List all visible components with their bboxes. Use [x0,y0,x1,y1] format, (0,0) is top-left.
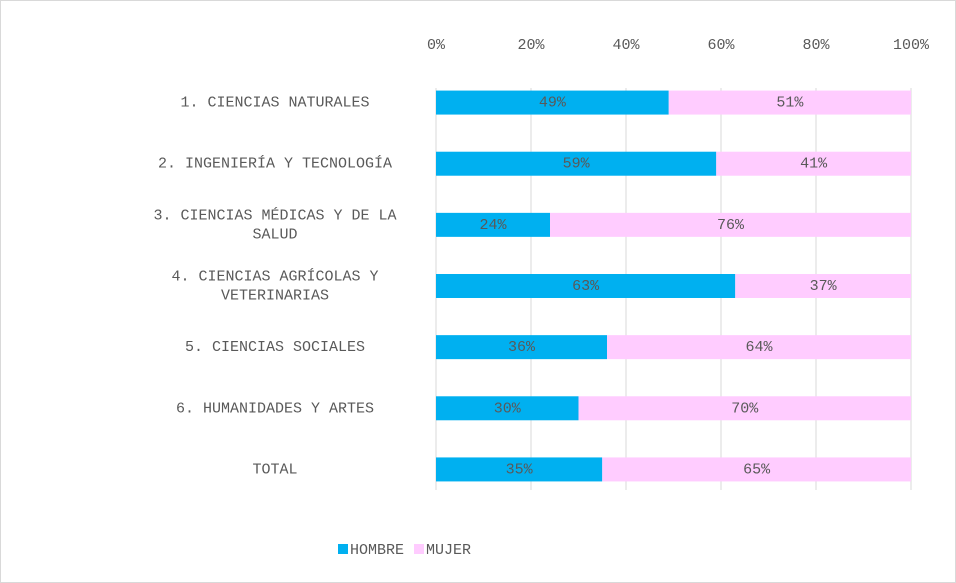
x-tick-label: 100% [893,37,930,54]
bar-segment [436,335,607,360]
data-label: 65% [743,461,771,478]
y-tick-label: 5. CIENCIAS SOCIALES [185,339,365,356]
data-label: 70% [731,400,759,417]
x-tick-label: 40% [612,37,640,54]
x-tick-label: 80% [802,37,830,54]
bar-segment [735,274,911,298]
legend-swatch [338,544,348,554]
data-label: 51% [776,95,804,112]
legend-swatch [414,544,425,554]
y-tick-label: 2. INGENIERÍA Y TECNOLOGÍA [158,155,392,173]
data-label: 49% [539,95,567,112]
data-label: 64% [745,339,773,356]
bar-segment [436,212,550,237]
y-tick-label: 6. HUMANIDADES Y ARTES [176,400,374,417]
x-tick-label: 20% [517,37,545,54]
y-tick-label: 3. CIENCIAS MÉDICAS Y DE LA SALUD [153,206,396,243]
bar-segment [578,396,911,421]
data-label: 41% [800,156,828,173]
y-tick-label: 4. CIENCIAS AGRÍCOLAS Y VETERINARIAS [171,267,378,304]
data-label: 76% [717,217,745,234]
data-label: 24% [479,217,507,234]
data-label: 37% [810,278,838,295]
data-label: 63% [572,278,600,295]
bar-segment [436,274,736,298]
x-tick-label: 60% [707,37,735,54]
x-tick-label: 0% [427,37,446,54]
bar-segment [668,90,911,115]
bar-segment [436,151,717,176]
legend-label: MUJER [426,542,471,559]
bar-segment [436,90,669,115]
bar-segment [602,457,911,482]
bar-segment [607,335,911,360]
data-label: 59% [563,156,591,173]
legend-label: HOMBRE [350,542,404,559]
bar-segment [436,396,579,421]
data-label: 35% [506,461,534,478]
data-label: 36% [508,339,536,356]
data-label: 30% [494,400,522,417]
bar-segment [436,457,603,482]
y-tick-label: 1. CIENCIAS NATURALES [180,95,369,112]
bar-segment [716,151,911,176]
y-tick-label: TOTAL [252,461,297,478]
bar-segment [550,212,911,237]
